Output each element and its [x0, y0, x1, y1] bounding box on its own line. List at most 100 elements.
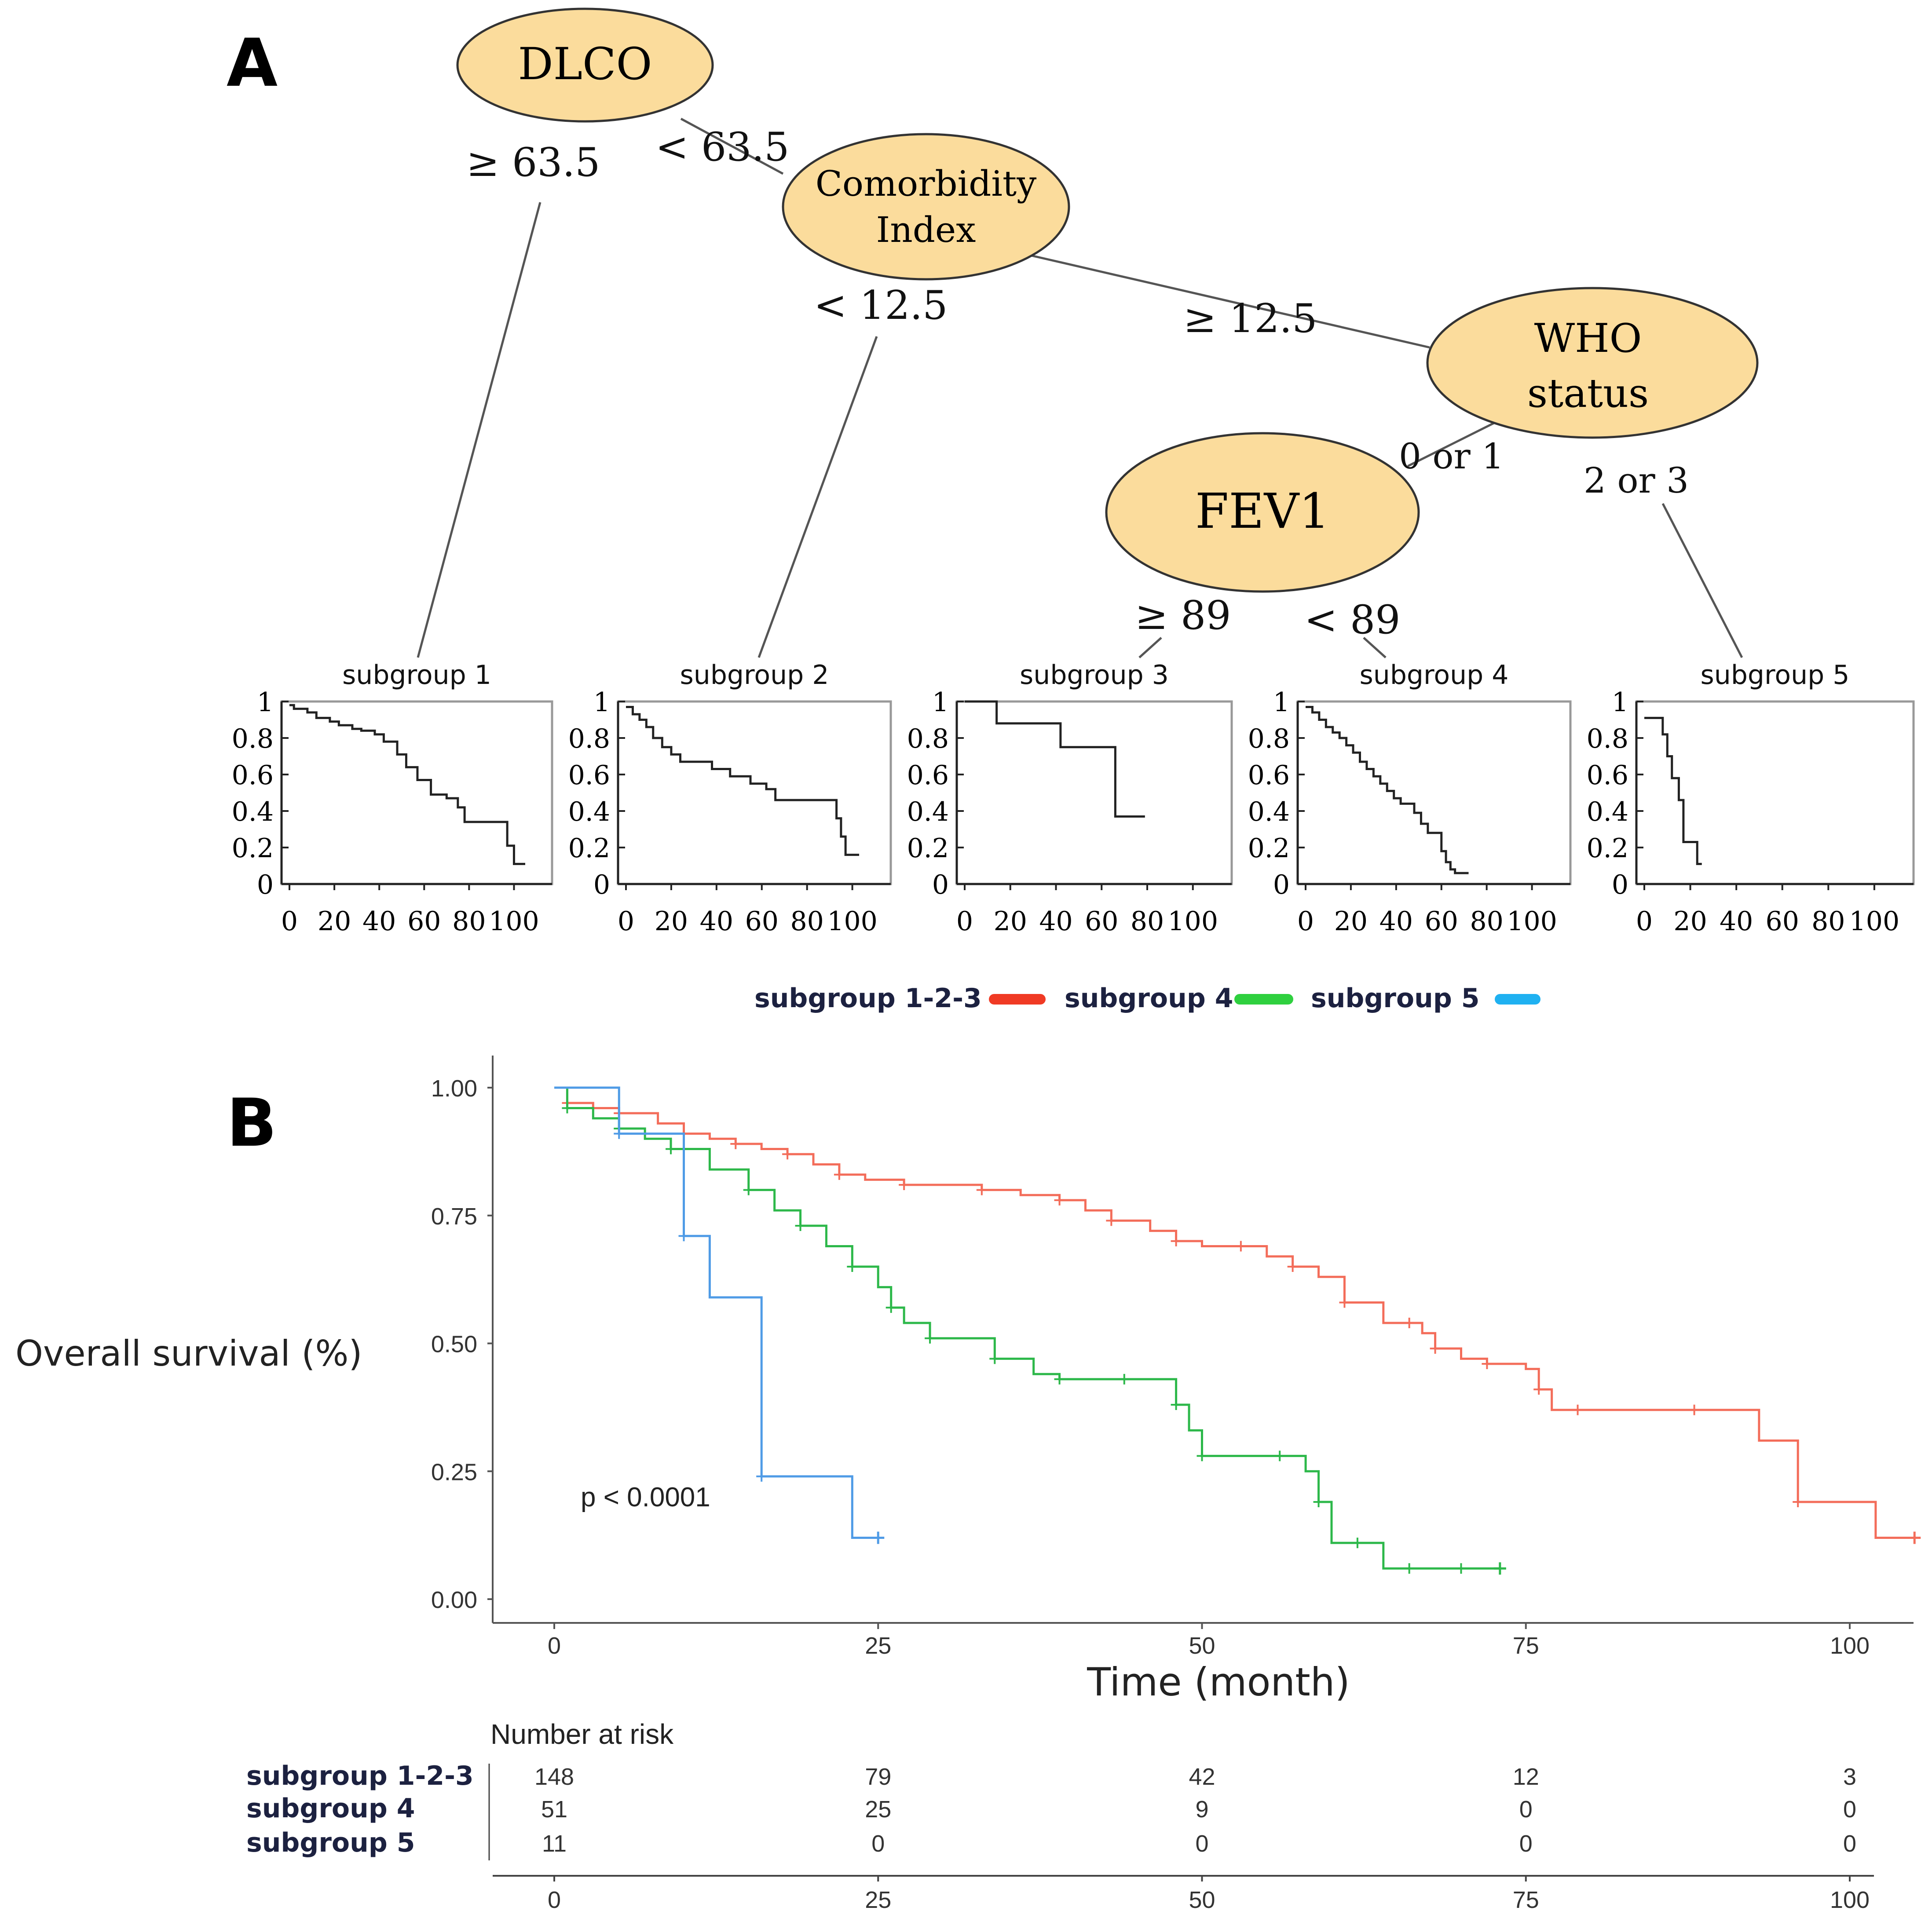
risk-table-x-tick-label: 100: [1830, 1887, 1870, 1913]
subgroup-2-y-tick-label: 0.2: [568, 833, 610, 864]
panel-a-label: A: [227, 25, 278, 102]
censor-mark-subgroup-123: [1054, 1195, 1065, 1206]
legend-label-subgroup-123: subgroup 1-2-3: [754, 983, 982, 1014]
subgroup-5-x-tick-label: 100: [1849, 906, 1900, 937]
curve-group-subgroup-4: [554, 1086, 1506, 1575]
subgroup-2-x-tick-label: 80: [790, 906, 824, 937]
main-y-tick-label: 0.00: [431, 1587, 477, 1613]
subgroup-4-survival-curve: [1306, 705, 1469, 874]
main-curves: [554, 1086, 1921, 1575]
subgroup-1-frame: [280, 700, 553, 885]
risk-table-x-tick-label: 25: [865, 1887, 891, 1913]
subgroup-5-plot: subgroup 5 1 0.8 0.6 0.4 0.2 00 20 40 60 80 100: [1587, 660, 1915, 937]
subgroup-4-y-tick-label: 0.4: [1248, 796, 1290, 827]
subgroup-4-y-tick-label: 0: [1273, 870, 1290, 900]
subgroup-5-x-tick-label: 40: [1720, 906, 1753, 937]
subgroup-2-x-tick-label: 60: [745, 906, 779, 937]
edge-line-subgroup2: [757, 336, 878, 658]
risk-cell: 42: [1189, 1764, 1215, 1790]
subgroup-5-title: subgroup 5: [1701, 660, 1850, 690]
censor-mark-end-subgroup-123: [1908, 1531, 1921, 1544]
main-ticks: 1.00 0.75 0.50 0.25 0.00 0 25 50 75 100: [431, 1075, 1870, 1659]
main-x-axis-label: Time (month): [1087, 1659, 1350, 1705]
edge-line-who-fev1: [1407, 421, 1497, 468]
censor-mark-subgroup-123: [1235, 1241, 1246, 1252]
risk-cell: 51: [541, 1796, 567, 1823]
subgroup-3-title: subgroup 3: [1020, 660, 1169, 690]
subgroup-1-y-tick-label: 0.6: [232, 760, 274, 791]
p-value-label: p < 0.0001: [581, 1482, 710, 1513]
subgroup-1-x-tick-label: 60: [407, 906, 441, 937]
risk-row-label: subgroup 5: [246, 1827, 415, 1858]
subgroup-3-y-tick-label: 0.4: [907, 796, 949, 827]
subgroup-1-plot: subgroup 1 1 0.8 0.6 0.4 0.2 00 20 40 60 80 100: [232, 660, 553, 937]
main-x-tick-label: 75: [1513, 1633, 1539, 1659]
subgroup-4-x-tick-label: 20: [1334, 906, 1368, 937]
risk-cell: 0: [1843, 1796, 1856, 1823]
subgroup-4-x-tick-label: 60: [1425, 906, 1458, 937]
subgroup-3-x-tick-label: 100: [1167, 906, 1218, 937]
subgroup-4-frame: [1296, 700, 1572, 885]
subgroup-4-y-tick-label: 1: [1273, 687, 1290, 718]
edge-labels: ≥ 63.5 < 63.5 < 12.5 ≥ 12.5 0 or 1 2 or …: [466, 124, 1689, 643]
legend-label-subgroup-4: subgroup 4: [1065, 983, 1233, 1014]
risk-cell: 0: [871, 1830, 885, 1857]
subgroup-4-x-tick-label: 40: [1379, 906, 1413, 937]
node-who: WHO status: [1426, 287, 1759, 439]
main-y-tick-label: 0.25: [431, 1459, 477, 1485]
edge-label-dlco-high: ≥ 63.5: [466, 139, 600, 186]
main-x-tick-label: 0: [548, 1633, 561, 1659]
subgroup-4-x-tick-label: 80: [1470, 906, 1504, 937]
subgroup-1-x-tick-label: 20: [318, 906, 351, 937]
censor-mark-subgroup-4: [989, 1353, 1000, 1364]
subgroup-2-y-tick-label: 1: [593, 687, 610, 718]
censor-mark-subgroup-4: [1456, 1563, 1467, 1574]
censor-mark-subgroup-123: [1404, 1317, 1415, 1328]
censor-mark-subgroup-4: [743, 1184, 754, 1195]
edge-line-subgroup5: [1661, 503, 1743, 658]
subgroup-5-y-tick-label: 0.4: [1587, 796, 1628, 827]
curve-group-subgroup-5: [554, 1086, 885, 1544]
censor-mark-subgroup-123: [899, 1179, 910, 1190]
subgroup-3-x-tick-label: 20: [994, 906, 1027, 937]
subgroup-1-survival-curve: [289, 704, 525, 865]
censor-mark-subgroup-4: [1404, 1563, 1415, 1574]
censor-mark-subgroup-123: [976, 1184, 987, 1195]
censor-mark-subgroup-4: [1313, 1497, 1324, 1508]
censor-mark-subgroup-4: [562, 1103, 573, 1114]
censor-mark-subgroup-123: [834, 1169, 845, 1180]
risk-cell: 25: [865, 1796, 891, 1823]
risk-cell: 0: [1195, 1830, 1208, 1857]
censor-mark-subgroup-5: [614, 1128, 625, 1139]
subgroup-2-y-tick-label: 0.6: [568, 760, 610, 791]
edge-label-who-low: 0 or 1: [1399, 436, 1504, 477]
subgroup-2-frame: [617, 700, 892, 885]
subgroup-3-y-tick-label: 0.6: [907, 760, 949, 791]
legend-label-subgroup-5: subgroup 5: [1311, 983, 1479, 1014]
risk-cell: 148: [534, 1764, 574, 1790]
subgroup-2-plot: subgroup 2 1 0.8 0.6 0.4 0.2 00 20 40 60 80 100: [568, 660, 892, 937]
subgroup-1-y-tick-label: 1: [257, 687, 274, 718]
censor-mark-end-subgroup-4: [1493, 1562, 1506, 1575]
subgroup-5-y-tick-label: 1: [1612, 687, 1628, 718]
censor-mark-subgroup-4: [1197, 1450, 1208, 1461]
tree-edges: [417, 117, 1743, 658]
risk-table-x-tick-label: 0: [548, 1887, 561, 1913]
subgroup-4-y-tick-label: 0.6: [1248, 760, 1290, 791]
node-dlco: DLCO: [456, 7, 714, 123]
node-fev1: FEV1: [1105, 432, 1420, 593]
subgroup-1-x-tick-label: 80: [452, 906, 486, 937]
survival-curve-subgroup-123: [554, 1086, 1915, 1539]
subgroup-2-x-tick-label: 20: [655, 906, 688, 937]
censor-mark-subgroup-4: [847, 1261, 858, 1272]
subgroup-2-y-tick-label: 0.4: [568, 796, 610, 827]
node-who-ellipse: [1426, 287, 1759, 439]
subgroup-1-title: subgroup 1: [342, 660, 491, 690]
edge-label-who-high: 2 or 3: [1584, 460, 1689, 501]
main-x-tick-label: 100: [1830, 1633, 1870, 1659]
subgroup-2-x-tick-label: 0: [618, 906, 634, 937]
censor-mark-subgroup-123: [1689, 1404, 1700, 1415]
censor-mark-subgroup-123: [1533, 1384, 1544, 1395]
risk-row-label: subgroup 4: [246, 1793, 415, 1824]
